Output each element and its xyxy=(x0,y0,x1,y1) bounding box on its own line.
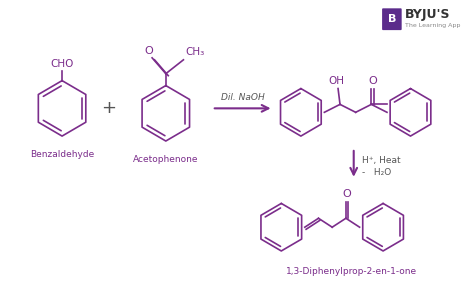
Text: H⁺, Heat: H⁺, Heat xyxy=(362,156,400,165)
Text: O: O xyxy=(145,46,154,56)
Text: The Learning App: The Learning App xyxy=(405,23,460,28)
FancyBboxPatch shape xyxy=(382,8,401,30)
Text: +: + xyxy=(101,99,117,117)
Text: CH₃: CH₃ xyxy=(185,47,205,57)
Text: BYJU'S: BYJU'S xyxy=(405,8,450,21)
Text: 1,3-Diphenylprop-2-en-1-one: 1,3-Diphenylprop-2-en-1-one xyxy=(286,267,417,276)
Text: Dil. NaOH: Dil. NaOH xyxy=(221,93,264,103)
Text: Benzaldehyde: Benzaldehyde xyxy=(30,150,94,159)
Text: OH: OH xyxy=(328,75,344,86)
Text: O: O xyxy=(343,190,351,200)
Text: CHO: CHO xyxy=(50,59,74,69)
Text: O: O xyxy=(368,75,377,86)
Text: -   H₂O: - H₂O xyxy=(362,168,391,177)
Text: B: B xyxy=(388,14,396,24)
Text: Acetophenone: Acetophenone xyxy=(133,155,199,164)
